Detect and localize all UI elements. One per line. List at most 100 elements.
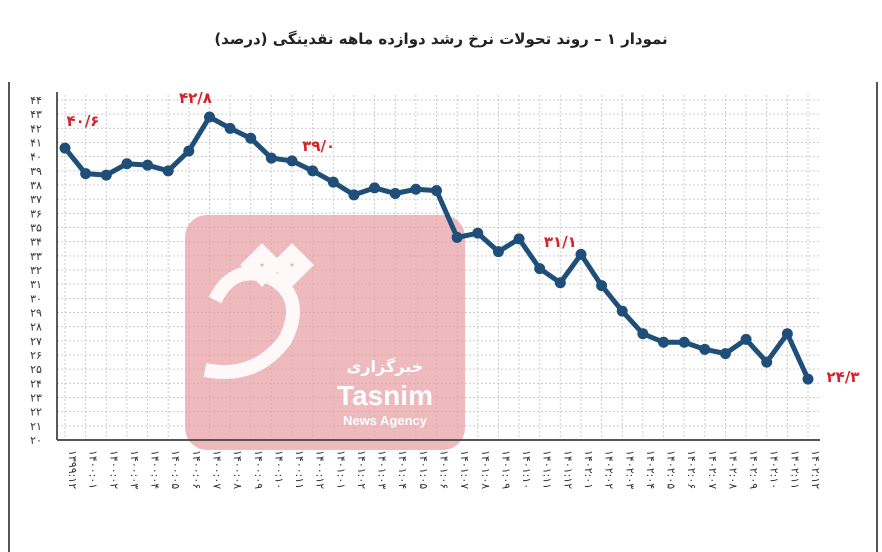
data-point (431, 185, 442, 197)
y-tick-label: ۴۰ (30, 151, 42, 164)
x-tick-label: ۱۴۰۱:۱۰ (520, 450, 533, 489)
x-tick-label: ۱۴۰۲:۱۲ (809, 450, 822, 489)
x-tick-label: ۱۴۰۱:۰۲ (355, 450, 368, 489)
data-point (719, 348, 731, 360)
x-tick-label: ۱۴۰۱:۰۱ (334, 450, 347, 489)
y-tick-label: ۳۵ (30, 222, 42, 235)
y-tick-label: ۲۷ (30, 335, 42, 348)
chart-frame (8, 82, 878, 552)
data-point (80, 168, 92, 180)
data-point (513, 233, 525, 245)
y-tick-label: ۳۲ (30, 264, 42, 277)
x-tick-label: ۱۴۰۲:۱۱ (788, 450, 801, 489)
x-tick-label: ۱۴۰۱:۰۳ (376, 450, 389, 489)
x-tick-label: ۱۴۰۱:۱۲ (561, 450, 574, 489)
data-point (678, 336, 690, 348)
chart-title: نمودار ۱ – روند تحولات نرخ رشد دوازده ما… (214, 30, 668, 48)
data-point (389, 188, 401, 199)
x-tick-label: ۱۴۰۰:۰۳ (128, 450, 141, 489)
data-point (121, 158, 133, 170)
y-tick-label: ۲۲ (30, 406, 42, 419)
data-point (410, 183, 422, 195)
y-tick-label: ۴۱ (30, 137, 42, 150)
y-tick-label: ۲۵ (30, 363, 42, 376)
y-tick-label: ۳۳ (30, 250, 42, 263)
data-point (554, 277, 566, 289)
x-tick-label: ۱۴۰۱:۰۸ (479, 450, 492, 489)
data-point (245, 132, 257, 144)
y-tick-label: ۲۳ (30, 392, 42, 405)
x-tick-label: ۱۴۰۲:۰۵ (665, 450, 678, 489)
watermark-glyph (203, 243, 314, 379)
x-tick-label: ۱۴۰۰:۰۵ (169, 450, 182, 489)
y-tick-label: ۴۳ (30, 108, 42, 121)
y-tick-label: ۲۰ (30, 434, 42, 447)
x-tick-label: ۱۴۰۲:۰۴ (644, 450, 657, 489)
data-point (802, 373, 814, 385)
data-point (761, 356, 773, 368)
y-tick-label: ۴۲ (30, 122, 42, 135)
y-tick-label: ۳۸ (30, 179, 42, 192)
data-point (699, 343, 711, 355)
x-tick-label: ۱۴۰۰:۰۴ (149, 450, 162, 489)
x-tick-label: ۱۴۰۱:۰۴ (396, 450, 409, 489)
data-label: ۴۲/۸ (179, 89, 212, 107)
x-tick-label: ۱۴۰۰:۰۹ (252, 450, 265, 489)
data-point (265, 152, 277, 164)
x-tick-label: ۱۴۰۲:۰۸ (726, 450, 739, 489)
data-point (472, 227, 484, 239)
y-tick-label: ۳۶ (30, 207, 42, 220)
x-tick-label: ۱۴۰۰:۱۲ (314, 450, 327, 489)
data-label: ۲۴/۳ (827, 368, 860, 386)
data-point (286, 155, 298, 167)
y-tick-label: ۲۸ (30, 321, 42, 334)
data-point (575, 248, 587, 260)
x-tick-label: ۱۴۰۱:۱۱ (541, 450, 554, 489)
y-tick-label: ۴۴ (30, 94, 42, 107)
data-label: ۳۹/۰ (302, 137, 335, 155)
y-tick-label: ۳۰ (30, 292, 42, 305)
y-tick-label: ۳۱ (30, 278, 42, 291)
x-tick-label: ۱۴۰۲:۱۰ (768, 450, 781, 489)
data-point (451, 231, 463, 243)
data-point (162, 165, 174, 177)
x-tick-label: ۱۴۰۱:۰۵ (417, 450, 430, 489)
watermark-text: خبرگزاری (347, 357, 424, 376)
data-point (142, 159, 154, 171)
data-point (224, 122, 236, 134)
y-tick-label: ۲۶ (30, 349, 42, 362)
y-tick-label: ۳۹ (30, 165, 42, 178)
x-tick-label: ۱۴۰۰:۱۰ (272, 450, 285, 489)
watermark-logo: خبرگزاری Tasnim News Agency (185, 215, 465, 450)
x-tick-label: ۱۳۹۹:۱۲ (66, 450, 79, 489)
data-point (327, 176, 339, 188)
x-tick-label: ۱۴۰۰:۰۶ (190, 450, 203, 489)
x-tick-label: ۱۴۰۲:۰۳ (623, 450, 636, 489)
y-tick-label: ۳۴ (30, 236, 42, 249)
data-point (781, 328, 793, 340)
watermark-text: Tasnim (337, 380, 433, 411)
data-point (183, 145, 195, 157)
x-tick-label: ۱۴۰۰:۰۷ (210, 450, 223, 489)
y-tick-label: ۲۹ (30, 307, 42, 320)
y-tick-label: ۲۱ (30, 420, 42, 433)
x-tick-label: ۱۴۰۱:۰۶ (438, 450, 451, 489)
y-tick-label: ۲۴ (30, 377, 42, 390)
data-label: ۴۰/۶ (67, 112, 100, 130)
x-tick-label: ۱۴۰۱:۰۹ (499, 450, 512, 489)
data-point (534, 263, 546, 275)
x-tick-label: ۱۴۰۰:۱۱ (293, 450, 306, 489)
data-label: ۳۱/۱ (544, 233, 577, 251)
data-point (369, 182, 381, 194)
data-point (658, 336, 670, 348)
data-point (307, 165, 319, 177)
x-tick-label: ۱۴۰۱:۰۷ (458, 450, 471, 489)
data-point (637, 328, 649, 340)
watermark-text: News Agency (343, 413, 428, 428)
x-tick-label: ۱۴۰۲:۰۱ (582, 450, 595, 489)
x-tick-label: ۱۴۰۰:۰۸ (231, 450, 244, 489)
x-tick-label: ۱۴۰۰:۰۲ (107, 450, 120, 489)
data-point (203, 111, 215, 123)
x-tick-label: ۱۴۰۲:۰۹ (747, 450, 760, 489)
